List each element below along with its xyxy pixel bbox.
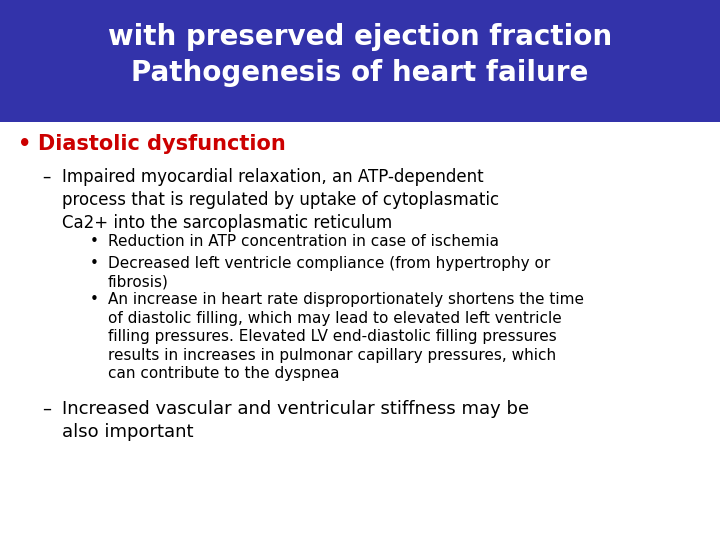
Text: Increased vascular and ventricular stiffness may be
also important: Increased vascular and ventricular stiff…: [62, 400, 529, 441]
Text: •: •: [90, 292, 99, 307]
Text: •: •: [90, 234, 99, 249]
Text: –: –: [42, 400, 51, 418]
Text: Reduction in ATP concentration in case of ischemia: Reduction in ATP concentration in case o…: [108, 234, 499, 249]
FancyBboxPatch shape: [0, 0, 720, 122]
Text: Impaired myocardial relaxation, an ATP-dependent
process that is regulated by up: Impaired myocardial relaxation, an ATP-d…: [62, 168, 499, 232]
Text: Pathogenesis of heart failure: Pathogenesis of heart failure: [131, 59, 589, 86]
Text: •: •: [90, 256, 99, 271]
Text: Decreased left ventricle compliance (from hypertrophy or
fibrosis): Decreased left ventricle compliance (fro…: [108, 256, 550, 289]
Text: with preserved ejection fraction: with preserved ejection fraction: [108, 23, 612, 51]
Text: An increase in heart rate disproportionately shortens the time
of diastolic fill: An increase in heart rate disproportiona…: [108, 292, 584, 381]
Text: –: –: [42, 168, 50, 186]
Text: •: •: [18, 134, 32, 154]
Text: Diastolic dysfunction: Diastolic dysfunction: [38, 134, 286, 154]
